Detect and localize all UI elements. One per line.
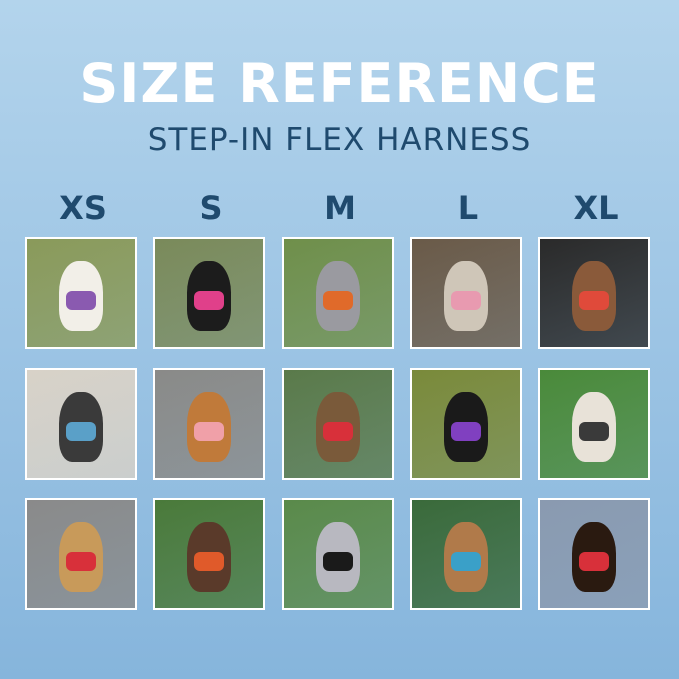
harness	[193, 551, 225, 572]
size-label-xs: XS	[59, 189, 107, 227]
harness	[450, 421, 482, 442]
dog-photo-l	[410, 498, 522, 610]
harness	[450, 290, 482, 311]
harness	[65, 421, 97, 442]
page-title: SIZE REFERENCE	[79, 52, 600, 115]
harness	[578, 421, 610, 442]
dog-photo-xl	[538, 498, 650, 610]
harness	[65, 551, 97, 572]
dog-photo-xl	[538, 368, 650, 480]
harness	[578, 551, 610, 572]
size-label-m: M	[324, 189, 356, 227]
harness	[578, 290, 610, 311]
dog-photo-xl	[538, 237, 650, 349]
size-label-xl: XL	[573, 189, 619, 227]
dog-photo-m	[282, 237, 394, 349]
harness	[65, 290, 97, 311]
dog-photo-l	[410, 368, 522, 480]
page-subtitle: STEP-IN FLEX HARNESS	[147, 122, 532, 158]
dog-photo-xs	[25, 498, 137, 610]
harness	[322, 551, 354, 572]
dog-photo-m	[282, 368, 394, 480]
dog-photo-s	[153, 498, 265, 610]
dog-photo-xs	[25, 368, 137, 480]
dog-photo-l	[410, 237, 522, 349]
dog-photo-s	[153, 368, 265, 480]
size-label-s: S	[199, 189, 223, 227]
size-label-l: L	[457, 189, 479, 227]
harness	[193, 421, 225, 442]
harness	[322, 421, 354, 442]
harness	[322, 290, 354, 311]
dog-photo-m	[282, 498, 394, 610]
dog-photo-xs	[25, 237, 137, 349]
dog-photo-s	[153, 237, 265, 349]
harness	[450, 551, 482, 572]
harness	[193, 290, 225, 311]
